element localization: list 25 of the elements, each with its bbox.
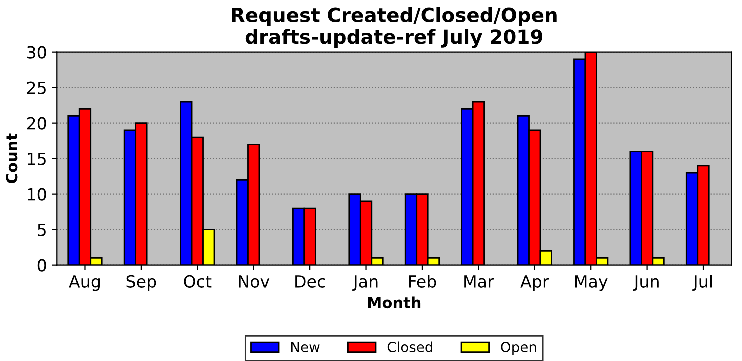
- x-tick-label: Mar: [464, 276, 494, 288]
- y-tick-label: 0: [38, 259, 46, 272]
- chart-title: Request Created/Closed/Open drafts-update-ref July 2019: [232, 7, 557, 48]
- x-tick-label: Feb: [409, 275, 436, 288]
- legend-label: New: [291, 342, 320, 352]
- x-tick-label: Jul: [692, 275, 712, 292]
- x-tick-label: Oct: [184, 275, 212, 288]
- y-tick-label: 5: [38, 224, 46, 236]
- x-axis-title: Month: [368, 296, 421, 309]
- legend-label: Closed: [388, 342, 432, 352]
- y-axis-title: Count: [6, 134, 18, 184]
- legend-label: Open: [501, 342, 536, 356]
- y-tick-label: 25: [27, 82, 46, 94]
- x-tick-label: Jan: [352, 276, 378, 292]
- x-tick-label: Nov: [239, 276, 270, 288]
- y-tick-label: 15: [28, 153, 46, 166]
- x-tick-label: May: [576, 276, 608, 292]
- y-tick-label: 20: [27, 117, 46, 130]
- x-tick-label: Apr: [520, 276, 550, 292]
- x-tick-label: Aug: [69, 276, 100, 292]
- y-tick-label: 10: [28, 188, 46, 201]
- y-tick-label: 30: [27, 46, 46, 59]
- x-tick-label: Jun: [633, 276, 659, 292]
- x-tick-label: Dec: [296, 276, 326, 288]
- x-tick-label: Sep: [126, 275, 156, 292]
